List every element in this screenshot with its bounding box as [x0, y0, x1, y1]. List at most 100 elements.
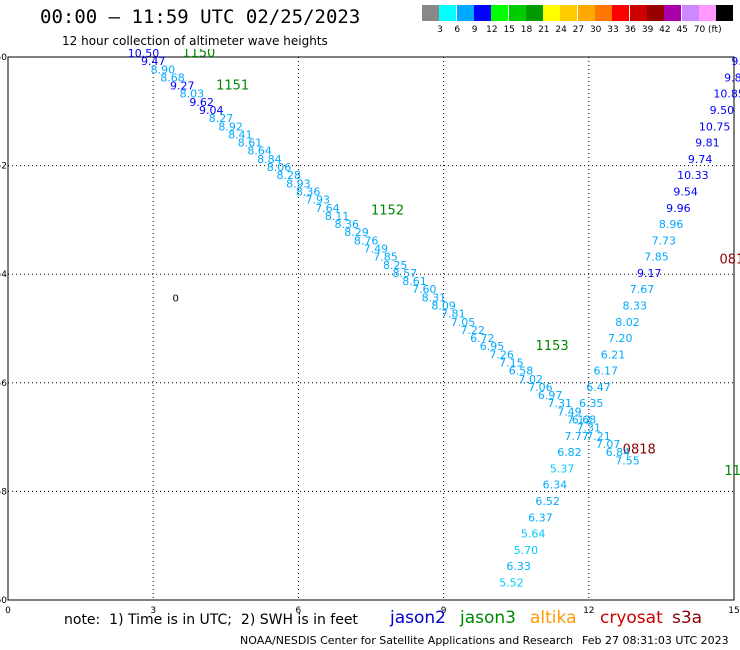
colorbar-label: 30	[589, 25, 602, 35]
swh-value-label: 10.85	[713, 88, 740, 101]
swh-value-label: 10.50	[128, 47, 160, 60]
colorbar-swatch	[595, 5, 612, 21]
colorbar-swatch	[543, 5, 561, 21]
swh-value-label: 5.52	[499, 576, 524, 589]
swh-value-label: 8.06	[267, 161, 292, 174]
swh-value-label: 8.41	[228, 128, 253, 141]
colorbar-swatch	[525, 5, 543, 21]
swh-value-label: 7.07	[596, 438, 621, 451]
swh-value-label: 6.35	[579, 397, 604, 410]
swh-value-label: 6.97	[538, 389, 563, 402]
swh-value-label: 9.27	[170, 80, 195, 93]
colorbar-swatch	[491, 5, 509, 21]
colorbar-swatch	[560, 5, 578, 21]
swh-value-label: 7.05	[451, 316, 476, 329]
pass-time-label: 1153	[536, 339, 569, 354]
swh-value-label: 7.55	[615, 454, 640, 467]
pass-time-label: 0818	[623, 442, 656, 457]
x-tick-label: 15	[728, 606, 739, 616]
swh-value-label: 8.25	[383, 259, 408, 272]
swh-value-label: 8.09	[431, 299, 456, 312]
swh-value-label: 8.68	[160, 71, 185, 84]
swh-value-label: 8.61	[238, 137, 263, 150]
colorbar-label: 42	[659, 25, 671, 35]
y-tick-label: -54	[0, 270, 7, 280]
swh-value-label: 8.90	[151, 63, 176, 76]
legend-altika: altika	[530, 608, 577, 628]
swh-value-label: 10.9	[739, 39, 740, 52]
x-tick-label: 3	[150, 606, 156, 616]
swh-value-label: 7.93	[306, 194, 331, 207]
pass-time-label: 1152	[371, 203, 404, 218]
swh-value-label: 10.33	[677, 169, 709, 182]
swh-value-label: 8.36	[296, 185, 321, 198]
swh-value-label: 6.95	[480, 340, 505, 353]
swh-value-label: 9.82	[724, 71, 740, 84]
pass-time-label: 081	[719, 252, 740, 267]
swh-value-label: 9.50	[710, 104, 735, 117]
x-tick-label: 6	[296, 606, 302, 616]
x-tick-label: 12	[583, 606, 594, 616]
swh-value-label: 9.62	[189, 96, 214, 109]
swh-value-label: 5.64	[521, 528, 546, 541]
colorbar-label: 6	[454, 25, 461, 35]
data-layer: 115011511152115311081808110.509.478.908.…	[128, 39, 740, 589]
swh-value-label: 9.47	[141, 55, 166, 68]
colorbar-label: 33	[607, 25, 619, 35]
swh-value-label: 10.75	[699, 120, 731, 133]
swh-value-label: 7.60	[412, 283, 437, 296]
swh-value-label: 7.49	[364, 242, 389, 255]
swh-value-label: 9.54	[673, 185, 698, 198]
swh-value-label: 8.61	[402, 275, 427, 288]
colorbar-label: 12	[486, 25, 498, 35]
swh-value-label: 7.67	[630, 283, 655, 296]
swh-value-label: 8.03	[180, 88, 205, 101]
colorbar-swatch	[698, 5, 716, 21]
colorbar-label: 27	[572, 25, 585, 35]
colorbar-swatch	[629, 5, 647, 21]
swh-value-label: 8.64	[247, 145, 272, 158]
colorbar-label: 21	[538, 25, 550, 35]
colorbar-swatch	[456, 5, 474, 21]
swh-value-label: 7.73	[652, 234, 677, 247]
swh-value-label: 9.96	[666, 202, 691, 215]
footer-note: note: 1) Time is in UTC; 2) SWH is in fe…	[64, 612, 358, 628]
swh-value-label: 6.34	[543, 479, 568, 492]
page-title: 00:00 — 11:59 UTC 02/25/2023	[40, 6, 361, 28]
colorbar-label: 9	[471, 25, 478, 35]
swh-value-label: 9.17	[637, 267, 662, 280]
x-tick-label: 0	[5, 606, 11, 616]
swh-value-label: 7.02	[518, 373, 543, 386]
colorbar-swatch	[612, 5, 630, 21]
swh-value-label: 8.57	[393, 267, 418, 280]
swh-value-label: 6.72	[470, 332, 495, 345]
colorbar-label: 36	[624, 25, 637, 35]
swh-value-label: 8.84	[257, 153, 282, 166]
swh-value-label: 9.04	[199, 104, 224, 117]
colorbar-label: 39	[641, 25, 654, 35]
swh-value-label: 6.52	[535, 495, 560, 508]
swh-value-label: 6.82	[557, 446, 582, 459]
x-tick-label: 9	[441, 606, 447, 616]
swh-value-label: 9.74	[688, 153, 713, 166]
colorbar-swatch	[577, 5, 595, 21]
swh-value-label: 8.93	[286, 177, 311, 190]
colorbar-swatch	[664, 5, 682, 21]
swh-value-label: 9.81	[695, 137, 720, 150]
swh-value-label: 7.15	[499, 357, 524, 370]
colorbar-label: 18	[520, 25, 533, 35]
swh-value-label: 7.22	[460, 324, 485, 337]
swh-value-label: 7.06	[528, 381, 553, 394]
pass-time-label: 11	[724, 464, 740, 479]
swh-value-label: 8.02	[615, 316, 640, 329]
swh-value-label: 8.96	[659, 218, 684, 231]
swh-value-label: 9.34	[731, 55, 740, 68]
swh-value-label: 8.36	[335, 218, 360, 231]
swh-value-label: 6.17	[593, 365, 618, 378]
swh-value-label: 8.76	[354, 234, 379, 247]
swh-value-label: 5.70	[514, 544, 539, 557]
swh-value-label: 7.64	[315, 202, 340, 215]
swh-value-label: 7.81	[441, 308, 466, 321]
timestamp-text: Feb 27 08:31:03 UTC 2023	[582, 634, 729, 647]
